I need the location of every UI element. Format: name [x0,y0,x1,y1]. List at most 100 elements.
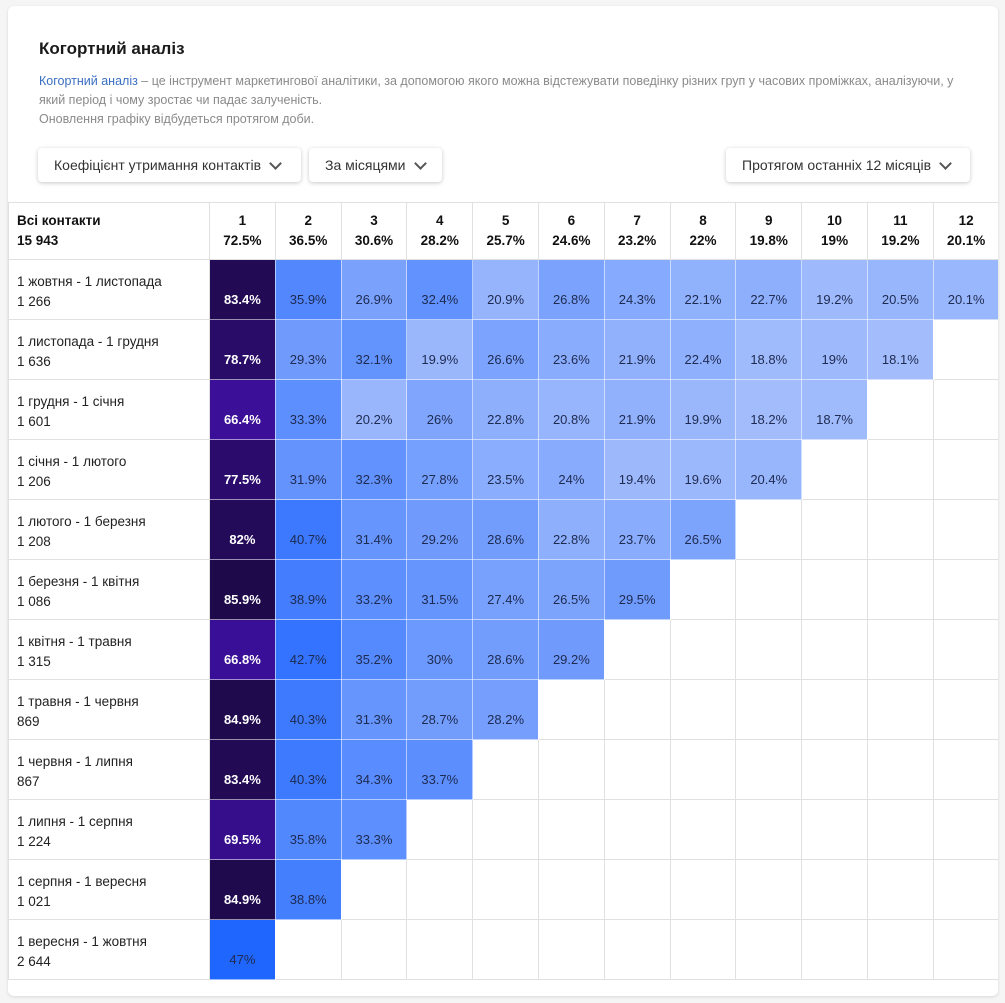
retention-cell: 40.3% [274,739,342,800]
cohort-period: 1 серпня - 1 вересня [17,874,147,889]
empty-cell [669,559,737,620]
retention-cell: 18.7% [801,379,868,440]
retention-cell: 23.6% [537,319,605,380]
column-header: 6 24.6% [537,202,605,260]
retention-cell: 40.7% [274,499,342,560]
cohort-label: 1 лютого - 1 березня 1 208 [8,499,210,560]
metric-dropdown-label: Коефіцієнт утримання контактів [54,157,262,173]
cohort-period: 1 грудня - 1 січня [17,394,125,409]
retention-cell: 32.3% [340,439,408,500]
retention-cell: 22.1% [669,259,737,320]
description-link[interactable]: Когортний аналіз [39,74,138,88]
table-row: 1 листопада - 1 грудня 1 636 78.7% 29.3% 32.… [8,319,998,380]
cohort-label: 1 липня - 1 серпня 1 224 [8,799,210,860]
retention-cell: 77.5% [209,439,276,500]
table-row: 1 липня - 1 серпня 1 224 69.5% 35.8% 33.3% [8,799,998,860]
empty-cell [669,619,737,680]
retention-cell: 19.9% [669,379,737,440]
period-dropdown[interactable]: За місяцями [309,148,442,182]
empty-cell [669,859,737,920]
cohort-count: 867 [17,774,40,789]
empty-cell [669,799,737,860]
empty-cell [537,859,605,920]
retention-cell: 18.1% [866,319,934,380]
cohort-count: 1 266 [17,294,51,309]
retention-cell: 47% [209,919,276,980]
retention-cell: 26% [406,379,474,440]
column-average: 19.2% [881,233,920,248]
empty-cell [932,799,998,860]
cohort-period: 1 липня - 1 серпня [17,814,133,829]
retention-cell: 38.8% [274,859,342,920]
column-number: 12 [958,213,974,228]
column-number: 6 [567,213,576,228]
retention-cell: 18.8% [735,319,803,380]
retention-cell: 84.9% [209,859,276,920]
cohort-count: 1 208 [17,534,51,549]
column-number: 10 [827,213,843,228]
empty-cell [932,499,998,560]
empty-cell [274,919,342,980]
column-average: 24.6% [552,233,591,248]
empty-cell [406,859,474,920]
table-row: 1 серпня - 1 вересня 1 021 84.9% 38.8% [8,859,998,920]
column-number: 11 [893,213,908,228]
empty-cell [669,919,737,980]
retention-cell: 31.3% [340,679,408,740]
cohort-label: 1 грудня - 1 січня 1 601 [8,379,210,440]
retention-cell: 19% [801,319,868,380]
empty-cell [866,919,934,980]
retention-cell: 32.4% [406,259,474,320]
retention-cell: 85.9% [209,559,276,620]
chevron-down-icon [939,156,952,170]
retention-cell: 22.4% [669,319,737,380]
retention-cell: 20.9% [472,259,539,320]
empty-cell [603,859,671,920]
column-average: 19% [821,233,849,248]
range-dropdown-label: Протягом останніх 12 місяців [742,157,932,173]
retention-cell: 31.5% [406,559,474,620]
cohort-label: 1 серпня - 1 вересня 1 021 [8,859,210,920]
cohort-count: 1 206 [17,474,51,489]
description-note: Оновлення графіку відбудеться протягом д… [39,112,315,126]
empty-cell [801,559,868,620]
cohort-period: 1 вересня - 1 жовтня [17,934,147,949]
retention-cell: 22.7% [735,259,803,320]
empty-cell [537,919,605,980]
cohort-label: 1 листопада - 1 грудня 1 636 [8,319,210,380]
retention-cell: 31.4% [340,499,408,560]
cohort-label: 1 травня - 1 червня 869 [8,679,210,740]
empty-cell [735,559,803,620]
empty-cell [801,739,868,800]
column-header: 2 36.5% [274,202,342,260]
empty-cell [340,919,408,980]
cohort-count: 2 644 [17,954,51,969]
empty-cell [801,439,868,500]
empty-cell [603,739,671,800]
empty-cell [669,739,737,800]
empty-cell [866,499,934,560]
empty-cell [801,859,868,920]
retention-cell: 29.2% [406,499,474,560]
empty-cell [801,799,868,860]
empty-cell [801,679,868,740]
retention-cell: 26.9% [340,259,408,320]
range-dropdown[interactable]: Протягом останніх 12 місяців [726,148,970,182]
empty-cell [603,919,671,980]
cohort-count: 1 636 [17,354,51,369]
empty-cell [866,679,934,740]
retention-cell: 33.7% [406,739,474,800]
column-header: 9 19.8% [735,202,803,260]
column-number: 4 [436,213,444,228]
period-dropdown-label: За місяцями [325,157,406,173]
table-row: 1 травня - 1 червня 869 84.9% 40.3% 31.3% 28.… [8,679,998,740]
column-header: 7 23.2% [603,202,671,260]
retention-cell: 26.6% [472,319,539,380]
column-average: 19.8% [749,233,788,248]
empty-cell [932,679,998,740]
chevron-down-icon [269,156,282,170]
retention-cell: 26.8% [537,259,605,320]
table-row: 1 жовтня - 1 листопада 1 266 83.4% 35.9% 26.… [8,259,998,320]
metric-dropdown[interactable]: Коефіцієнт утримання контактів [38,148,301,182]
retention-cell: 28.6% [472,619,539,680]
